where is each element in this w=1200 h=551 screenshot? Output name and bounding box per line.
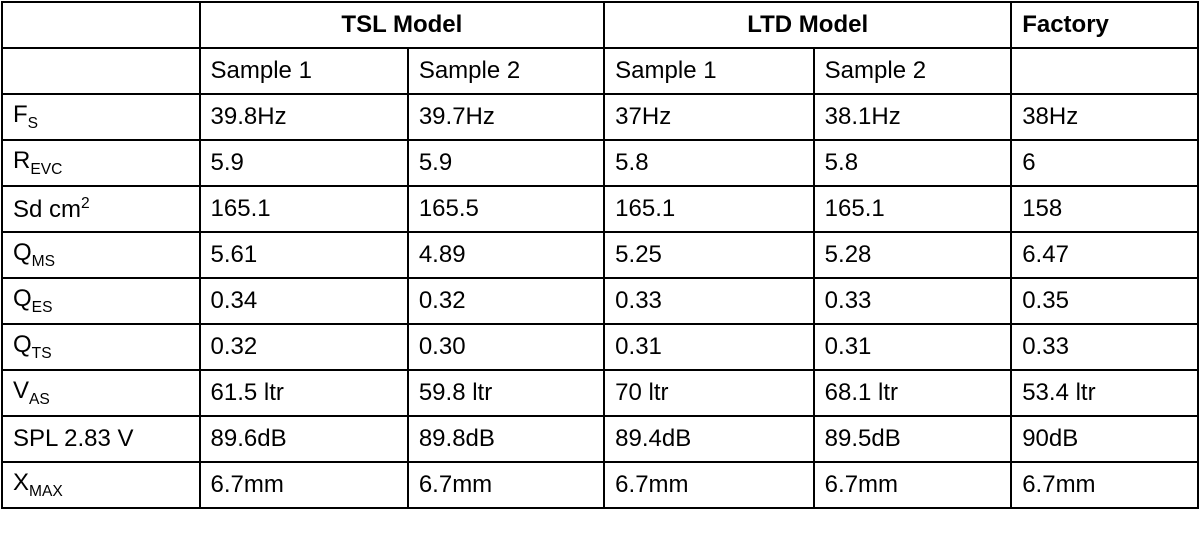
cell: 37Hz	[604, 94, 814, 140]
header-sample1-tsl: Sample 1	[200, 48, 408, 94]
header-factory: Factory	[1011, 2, 1198, 48]
cell: 6.7mm	[200, 462, 408, 508]
cell: 39.8Hz	[200, 94, 408, 140]
header-ltd: LTD Model	[604, 2, 1011, 48]
param-revc: REVC	[2, 140, 200, 186]
cell: 5.9	[408, 140, 604, 186]
header-sample2-ltd: Sample 2	[814, 48, 1012, 94]
row-qes: QES 0.34 0.32 0.33 0.33 0.35	[2, 278, 1198, 324]
param-qes: QES	[2, 278, 200, 324]
cell: 165.1	[604, 186, 814, 232]
cell: 0.31	[814, 324, 1012, 370]
param-fs: FS	[2, 94, 200, 140]
cell: 39.7Hz	[408, 94, 604, 140]
cell: 165.5	[408, 186, 604, 232]
header-factory-blank	[1011, 48, 1198, 94]
cell: 165.1	[200, 186, 408, 232]
speaker-params-table: TSL Model LTD Model Factory Sample 1 Sam…	[1, 1, 1199, 509]
cell: 5.8	[814, 140, 1012, 186]
cell: 0.33	[604, 278, 814, 324]
param-spl: SPL 2.83 V	[2, 416, 200, 462]
cell: 6	[1011, 140, 1198, 186]
param-vas: VAS	[2, 370, 200, 416]
cell: 158	[1011, 186, 1198, 232]
cell: 0.33	[1011, 324, 1198, 370]
cell: 5.28	[814, 232, 1012, 278]
cell: 6.7mm	[814, 462, 1012, 508]
header-blank-2	[2, 48, 200, 94]
cell: 5.25	[604, 232, 814, 278]
cell: 89.5dB	[814, 416, 1012, 462]
cell: 4.89	[408, 232, 604, 278]
cell: 38.1Hz	[814, 94, 1012, 140]
cell: 165.1	[814, 186, 1012, 232]
row-xmax: XMAX 6.7mm 6.7mm 6.7mm 6.7mm 6.7mm	[2, 462, 1198, 508]
cell: 6.7mm	[604, 462, 814, 508]
param-sd: Sd cm2	[2, 186, 200, 232]
cell: 0.32	[200, 324, 408, 370]
cell: 0.35	[1011, 278, 1198, 324]
row-fs: FS 39.8Hz 39.7Hz 37Hz 38.1Hz 38Hz	[2, 94, 1198, 140]
param-qts: QTS	[2, 324, 200, 370]
cell: 61.5 ltr	[200, 370, 408, 416]
header-tsl: TSL Model	[200, 2, 605, 48]
cell: 38Hz	[1011, 94, 1198, 140]
row-sd: Sd cm2 165.1 165.5 165.1 165.1 158	[2, 186, 1198, 232]
cell: 89.8dB	[408, 416, 604, 462]
cell: 0.34	[200, 278, 408, 324]
cell: 70 ltr	[604, 370, 814, 416]
cell: 0.32	[408, 278, 604, 324]
cell: 89.4dB	[604, 416, 814, 462]
param-xmax: XMAX	[2, 462, 200, 508]
cell: 5.9	[200, 140, 408, 186]
header-sample2-tsl: Sample 2	[408, 48, 604, 94]
row-vas: VAS 61.5 ltr 59.8 ltr 70 ltr 68.1 ltr 53…	[2, 370, 1198, 416]
cell: 59.8 ltr	[408, 370, 604, 416]
cell: 6.7mm	[1011, 462, 1198, 508]
row-qts: QTS 0.32 0.30 0.31 0.31 0.33	[2, 324, 1198, 370]
cell: 0.30	[408, 324, 604, 370]
header-blank	[2, 2, 200, 48]
cell: 5.8	[604, 140, 814, 186]
header-sample1-ltd: Sample 1	[604, 48, 814, 94]
cell: 53.4 ltr	[1011, 370, 1198, 416]
cell: 5.61	[200, 232, 408, 278]
cell: 0.31	[604, 324, 814, 370]
cell: 0.33	[814, 278, 1012, 324]
header-row-2: Sample 1 Sample 2 Sample 1 Sample 2	[2, 48, 1198, 94]
row-revc: REVC 5.9 5.9 5.8 5.8 6	[2, 140, 1198, 186]
param-qms: QMS	[2, 232, 200, 278]
row-spl: SPL 2.83 V 89.6dB 89.8dB 89.4dB 89.5dB 9…	[2, 416, 1198, 462]
cell: 6.7mm	[408, 462, 604, 508]
header-row-1: TSL Model LTD Model Factory	[2, 2, 1198, 48]
cell: 6.47	[1011, 232, 1198, 278]
cell: 90dB	[1011, 416, 1198, 462]
cell: 89.6dB	[200, 416, 408, 462]
cell: 68.1 ltr	[814, 370, 1012, 416]
row-qms: QMS 5.61 4.89 5.25 5.28 6.47	[2, 232, 1198, 278]
